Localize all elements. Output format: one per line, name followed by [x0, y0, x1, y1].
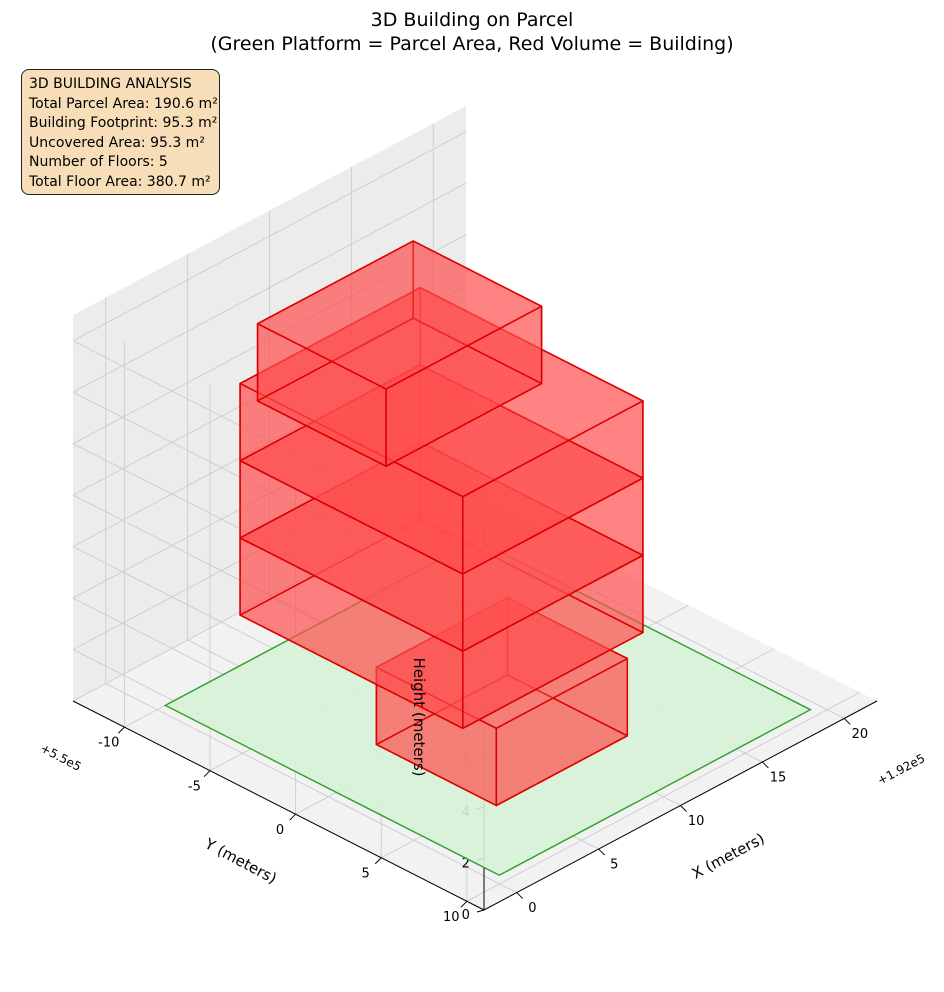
y-axis-label: Y (meters)	[201, 834, 280, 887]
grid-wall-z	[72, 388, 467, 599]
chart-title-line1: 3D Building on Parcel	[371, 9, 574, 31]
floor-top-face	[375, 596, 629, 730]
info-total-floor-area: Total Floor Area: 380.7 m²	[29, 173, 211, 190]
x-tick-label-mark	[516, 892, 524, 899]
x-tick-label: 0	[528, 901, 536, 916]
z-tick-label: 0	[462, 908, 470, 923]
floor-4	[239, 286, 644, 575]
x-tick-label: 15	[770, 771, 787, 786]
y-tick-label-mark	[118, 726, 125, 734]
info-building-footprint: Building Footprint: 95.3 m²	[29, 115, 218, 131]
parcel-platform	[163, 539, 812, 876]
x-tick-label: 20	[852, 727, 869, 742]
y-axis-offset: +5.5e5	[38, 741, 84, 774]
grid-wall-z	[72, 182, 467, 393]
grid-floor-y	[466, 691, 861, 902]
x-axis-label: X (meters)	[689, 829, 768, 882]
grid-wall-z	[72, 285, 467, 496]
z-tick-label: 2	[462, 857, 470, 872]
chart-title-line2: (Green Platform = Parcel Area, Red Volum…	[210, 33, 733, 55]
floor-1	[375, 596, 629, 807]
y-tick-label: 5	[362, 866, 370, 881]
z-tick-label-mark	[476, 909, 485, 913]
y-tick-label-mark	[374, 857, 382, 865]
grid-wall-z	[72, 491, 467, 702]
x-tick-label-mark	[680, 805, 687, 812]
grid-wall-z	[72, 391, 485, 602]
floor-5	[256, 240, 543, 467]
y-tick-label: -5	[188, 779, 201, 794]
grid-wall-z	[72, 337, 467, 547]
building-volume	[239, 240, 644, 807]
grid-floor-x	[105, 683, 517, 893]
building-analysis-box: 3D BUILDING ANALYSIS Total Parcel Area: …	[21, 69, 220, 195]
y-axis-line	[72, 700, 485, 911]
x-tick-label-mark	[598, 848, 605, 856]
grid-floor-x	[433, 509, 845, 719]
floor-top-face	[256, 240, 543, 390]
parcel-polygon	[163, 539, 812, 876]
x-tick-label: 10	[688, 814, 705, 829]
y-tick-label-mark	[289, 813, 296, 821]
grid-wall-z	[72, 131, 467, 342]
info-uncovered-area: Uncovered Area: 95.3 m²	[29, 134, 205, 151]
info-box-title: 3D BUILDING ANALYSIS	[29, 76, 192, 92]
x-tick-label-mark	[762, 761, 769, 769]
grid-wall-z	[72, 234, 467, 445]
y-tick-label-mark	[203, 770, 211, 778]
grid-wall-z	[72, 440, 467, 650]
x-axis-offset: +1.92e5	[875, 751, 927, 788]
y-tick-label: 10	[443, 910, 460, 925]
y-tick-label-mark	[460, 900, 468, 908]
y-tick-label: -10	[98, 736, 119, 751]
floor-top-face	[239, 286, 644, 498]
y-tick-label: 0	[276, 823, 284, 838]
x-tick-label: 5	[610, 858, 618, 873]
grid-wall-z	[72, 340, 485, 551]
info-number-of-floors: Number of Floors: 5	[29, 154, 168, 170]
x-tick-label-mark	[843, 718, 851, 725]
info-total-parcel-area: Total Parcel Area: 190.6 m²	[29, 95, 218, 112]
z-axis-label: Height (meters)	[410, 658, 428, 777]
